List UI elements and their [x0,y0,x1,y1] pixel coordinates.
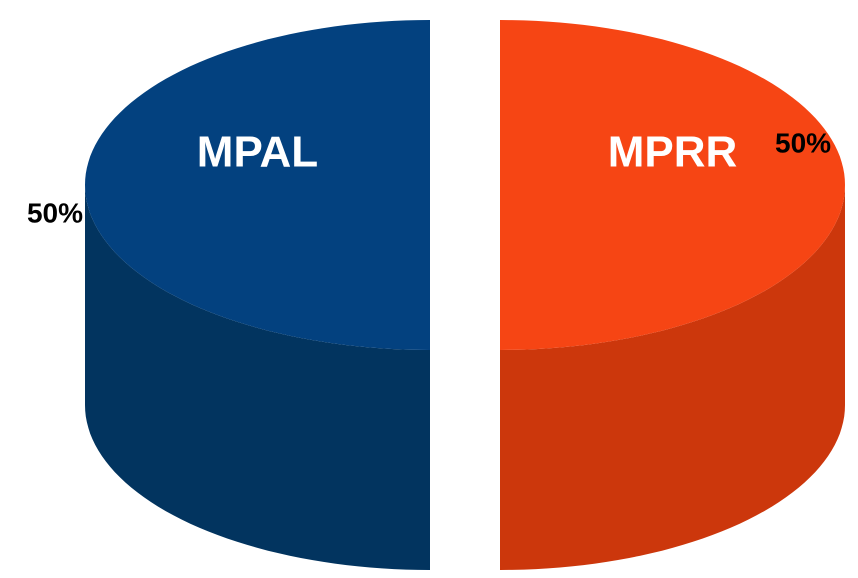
slice-top [500,20,845,350]
value-label: 50% [27,197,83,228]
layer-faces [430,20,500,570]
slice-top [85,20,430,350]
slice-label: MPAL [197,128,318,177]
slice-side [85,185,430,570]
layer-tops [85,20,845,350]
layer-labels: MPRR 50% MPAL 50% [27,127,831,228]
layer-walls [85,185,845,570]
value-label: 50% [775,127,831,158]
slice-side [500,185,845,570]
slice-label: MPRR [608,128,738,177]
